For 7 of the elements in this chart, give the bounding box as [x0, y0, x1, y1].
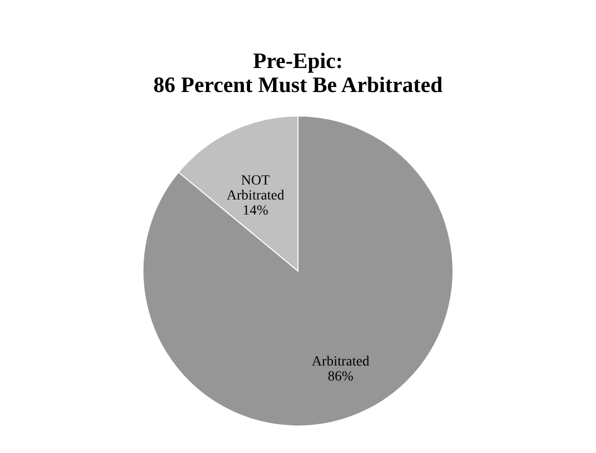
pie-slice — [142, 116, 454, 426]
data-label: 14% — [242, 204, 269, 219]
slice-label: NOT Arbitrated — [226, 174, 284, 204]
slice-label: Arbitrated — [312, 354, 370, 370]
text: 86 Percent Must Be Arbitrated — [153, 72, 443, 97]
text: Pre-Epic: — [252, 48, 344, 73]
data-label: 86% — [328, 369, 354, 384]
